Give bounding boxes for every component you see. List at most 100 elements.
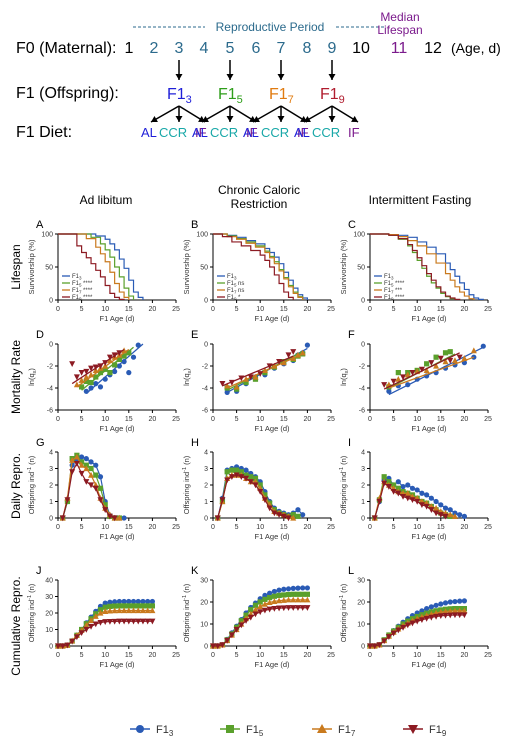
data-point bbox=[376, 498, 383, 505]
x-tick-label: 5 bbox=[235, 306, 239, 313]
maternal-arrow-0 bbox=[175, 60, 183, 80]
y-tick-label: 0 bbox=[361, 342, 365, 349]
offspring-0: F13 bbox=[167, 86, 192, 106]
data-point bbox=[73, 460, 80, 467]
panel-E: E0 5 10 15 20 250-2-4-6F1 Age (d)ln(qx) bbox=[182, 329, 335, 433]
data-point bbox=[210, 643, 216, 650]
x-tick-label: 15 bbox=[125, 524, 133, 531]
data-point bbox=[135, 607, 142, 614]
row-title-lifespan: Lifespan bbox=[9, 244, 23, 289]
data-point bbox=[437, 512, 444, 518]
series-2 bbox=[370, 233, 475, 300]
data-point bbox=[121, 603, 127, 609]
y-tick-label: 0 bbox=[361, 644, 365, 651]
legend-entry: F19 * bbox=[227, 295, 241, 302]
data-point bbox=[233, 472, 240, 479]
data-point bbox=[290, 605, 297, 611]
data-point bbox=[112, 603, 118, 609]
x-tick-label: 15 bbox=[280, 524, 288, 531]
legend-entry: F13 bbox=[72, 274, 82, 281]
data-point bbox=[294, 605, 301, 611]
panel-letter-H: H bbox=[191, 437, 199, 449]
data-point bbox=[234, 467, 240, 473]
legend-marker bbox=[136, 725, 144, 733]
x-axis-label: F1 Age (d) bbox=[411, 424, 447, 433]
x-tick-label: 20 bbox=[149, 416, 157, 423]
y-axis-label: Offspring ind-1 (n) bbox=[27, 455, 36, 514]
col-title-ccr-2: Restriction bbox=[231, 197, 288, 211]
diet-arrow-3-0 bbox=[303, 105, 333, 123]
x-tick-label: 15 bbox=[437, 524, 445, 531]
data-point bbox=[447, 511, 454, 518]
data-point bbox=[424, 361, 430, 367]
data-point bbox=[252, 611, 259, 618]
data-point bbox=[116, 607, 123, 614]
x-axis-label: F1 Age (d) bbox=[254, 660, 290, 669]
maternal-arrow-1 bbox=[226, 60, 234, 80]
data-point bbox=[102, 360, 109, 366]
data-point bbox=[395, 376, 402, 382]
data-point bbox=[281, 586, 287, 592]
x-tick-label: 20 bbox=[149, 306, 157, 313]
y-tick-label: 20 bbox=[45, 611, 53, 618]
data-point bbox=[73, 634, 80, 641]
data-point bbox=[405, 482, 411, 488]
diet-0-al: AL bbox=[141, 125, 157, 140]
series-3 bbox=[59, 460, 118, 522]
x-tick-label: 5 bbox=[392, 416, 396, 423]
series-1 bbox=[79, 346, 134, 391]
data-point bbox=[102, 604, 108, 610]
data-point bbox=[294, 351, 301, 358]
data-point bbox=[228, 474, 235, 480]
data-point bbox=[116, 363, 122, 369]
panel-letter-L: L bbox=[348, 565, 354, 577]
data-point bbox=[83, 373, 90, 380]
y-tick-label: -6 bbox=[202, 408, 208, 415]
data-point bbox=[233, 626, 240, 633]
data-point bbox=[419, 608, 425, 614]
data-point bbox=[92, 364, 99, 371]
panel-letter-A: A bbox=[36, 219, 44, 231]
panel-G: G 0 5 10 15 20 25 0 1 2 3 4 F1 Age (d) Offspring ind-… bbox=[27, 437, 180, 541]
data-point bbox=[247, 614, 254, 621]
x-tick-label: 20 bbox=[461, 306, 469, 313]
y-tick-label: -2 bbox=[47, 364, 53, 371]
y-tick-label: 0 bbox=[361, 298, 365, 305]
x-tick-label: 25 bbox=[327, 306, 335, 313]
data-point bbox=[409, 620, 416, 627]
y-tick-label: 2 bbox=[204, 483, 208, 490]
data-point bbox=[423, 615, 430, 622]
data-point bbox=[83, 456, 89, 462]
data-point bbox=[452, 598, 458, 605]
y-tick-label: 10 bbox=[357, 622, 365, 629]
data-point bbox=[433, 510, 440, 517]
data-point bbox=[266, 606, 273, 613]
x-tick-label: 0 bbox=[368, 306, 372, 313]
x-tick-label: 10 bbox=[256, 416, 264, 423]
schematic: Reproductive Period Median Lifespan F0 (… bbox=[16, 10, 501, 141]
data-point bbox=[149, 598, 155, 605]
series-3 bbox=[370, 233, 461, 300]
series-3 bbox=[210, 605, 311, 650]
data-point bbox=[111, 515, 118, 522]
x-tick-label: 15 bbox=[280, 652, 288, 659]
series-0 bbox=[386, 343, 486, 396]
age-3: 3 bbox=[175, 40, 184, 57]
data-point bbox=[261, 601, 268, 607]
survival-curve bbox=[370, 233, 484, 300]
data-point bbox=[428, 614, 435, 621]
survival-curve bbox=[58, 233, 130, 300]
y-tick-label: 100 bbox=[353, 232, 365, 239]
data-point bbox=[433, 354, 439, 360]
data-point bbox=[285, 352, 292, 359]
panel-letter-G: G bbox=[36, 437, 45, 449]
data-point bbox=[88, 465, 94, 472]
legend-entry: F17 ns bbox=[227, 288, 244, 295]
data-point bbox=[243, 475, 250, 482]
data-point bbox=[88, 365, 95, 372]
x-axis-label: F1 Age (d) bbox=[411, 660, 447, 669]
data-point bbox=[73, 374, 80, 381]
x-tick-label: 25 bbox=[327, 416, 335, 423]
